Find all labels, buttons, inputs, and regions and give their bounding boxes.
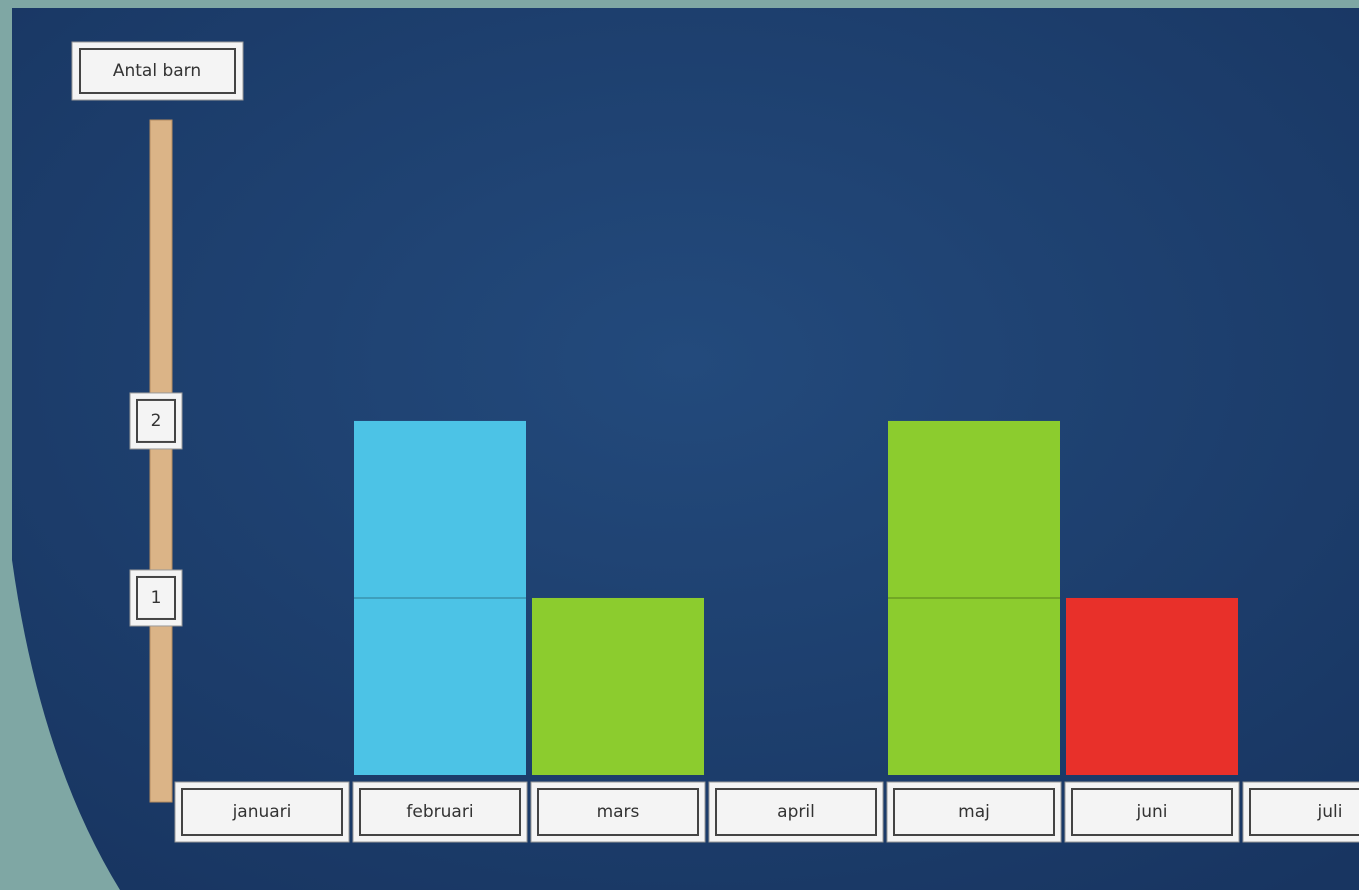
bar — [888, 420, 1060, 775]
x-tick-frame — [715, 788, 877, 836]
x-tick-label: juni — [1136, 802, 1168, 822]
y-axis-title-box — [71, 41, 244, 101]
x-tick-label: februari — [406, 802, 473, 822]
y-tick-box — [129, 392, 183, 450]
x-tick-label: juli — [1317, 802, 1343, 822]
x-tick-box — [530, 781, 706, 843]
x-tick-label: april — [777, 802, 815, 822]
y-tick-label: 1 — [151, 588, 162, 608]
x-tick-frame — [893, 788, 1055, 836]
x-tick-box — [174, 781, 350, 843]
x-tick-frame — [1249, 788, 1359, 836]
x-tick-label: januari — [232, 802, 292, 822]
y-axis-stick — [149, 119, 173, 803]
bar — [1066, 597, 1238, 775]
x-tick-box — [1064, 781, 1240, 843]
x-tick-label: maj — [958, 802, 990, 822]
x-tick-box — [708, 781, 884, 843]
y-tick-frame — [136, 575, 176, 620]
x-tick-box — [1242, 781, 1359, 843]
y-tick-box — [129, 569, 183, 627]
bar — [354, 420, 526, 775]
x-tick-box — [352, 781, 528, 843]
x-tick-frame — [181, 788, 343, 836]
x-tick-frame — [1071, 788, 1233, 836]
x-tick-frame — [359, 788, 521, 836]
x-tick-frame — [537, 788, 699, 836]
y-axis-title-frame — [79, 48, 236, 94]
bar — [532, 597, 704, 775]
x-tick-box — [886, 781, 1062, 843]
y-axis-title: Antal barn — [113, 61, 201, 81]
x-tick-label: mars — [597, 802, 640, 822]
y-tick-frame — [136, 398, 176, 443]
y-tick-label: 2 — [151, 411, 162, 431]
